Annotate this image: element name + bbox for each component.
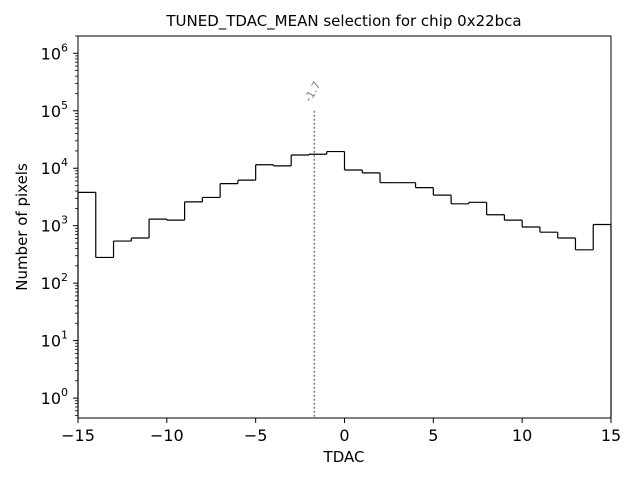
y-tick-label: 105 <box>41 99 68 121</box>
x-tick-label: −5 <box>244 426 268 445</box>
x-tick-label: −10 <box>150 426 184 445</box>
y-tick-label: 100 <box>41 386 68 408</box>
x-axis-label: TDAC <box>323 448 365 466</box>
y-tick-label: 104 <box>41 156 68 178</box>
x-tick-label: 0 <box>339 426 349 445</box>
x-tick-label: −15 <box>61 426 95 445</box>
y-tick-label: 101 <box>41 329 68 351</box>
y-axis: 100 101 102 103 104 105 106 <box>41 35 78 416</box>
y-tick-label: 102 <box>41 271 68 293</box>
y-tick-label: 106 <box>41 41 68 63</box>
x-axis: −15 −10 −5 0 5 10 15 <box>61 418 621 445</box>
chart-title: TUNED_TDAC_MEAN selection for chip 0x22b… <box>165 12 521 31</box>
y-axis-label: Number of pixels <box>13 163 31 291</box>
x-tick-label: 15 <box>601 426 621 445</box>
x-tick-label: 5 <box>428 426 438 445</box>
x-tick-label: 10 <box>512 426 532 445</box>
y-tick-label: 103 <box>41 214 68 236</box>
